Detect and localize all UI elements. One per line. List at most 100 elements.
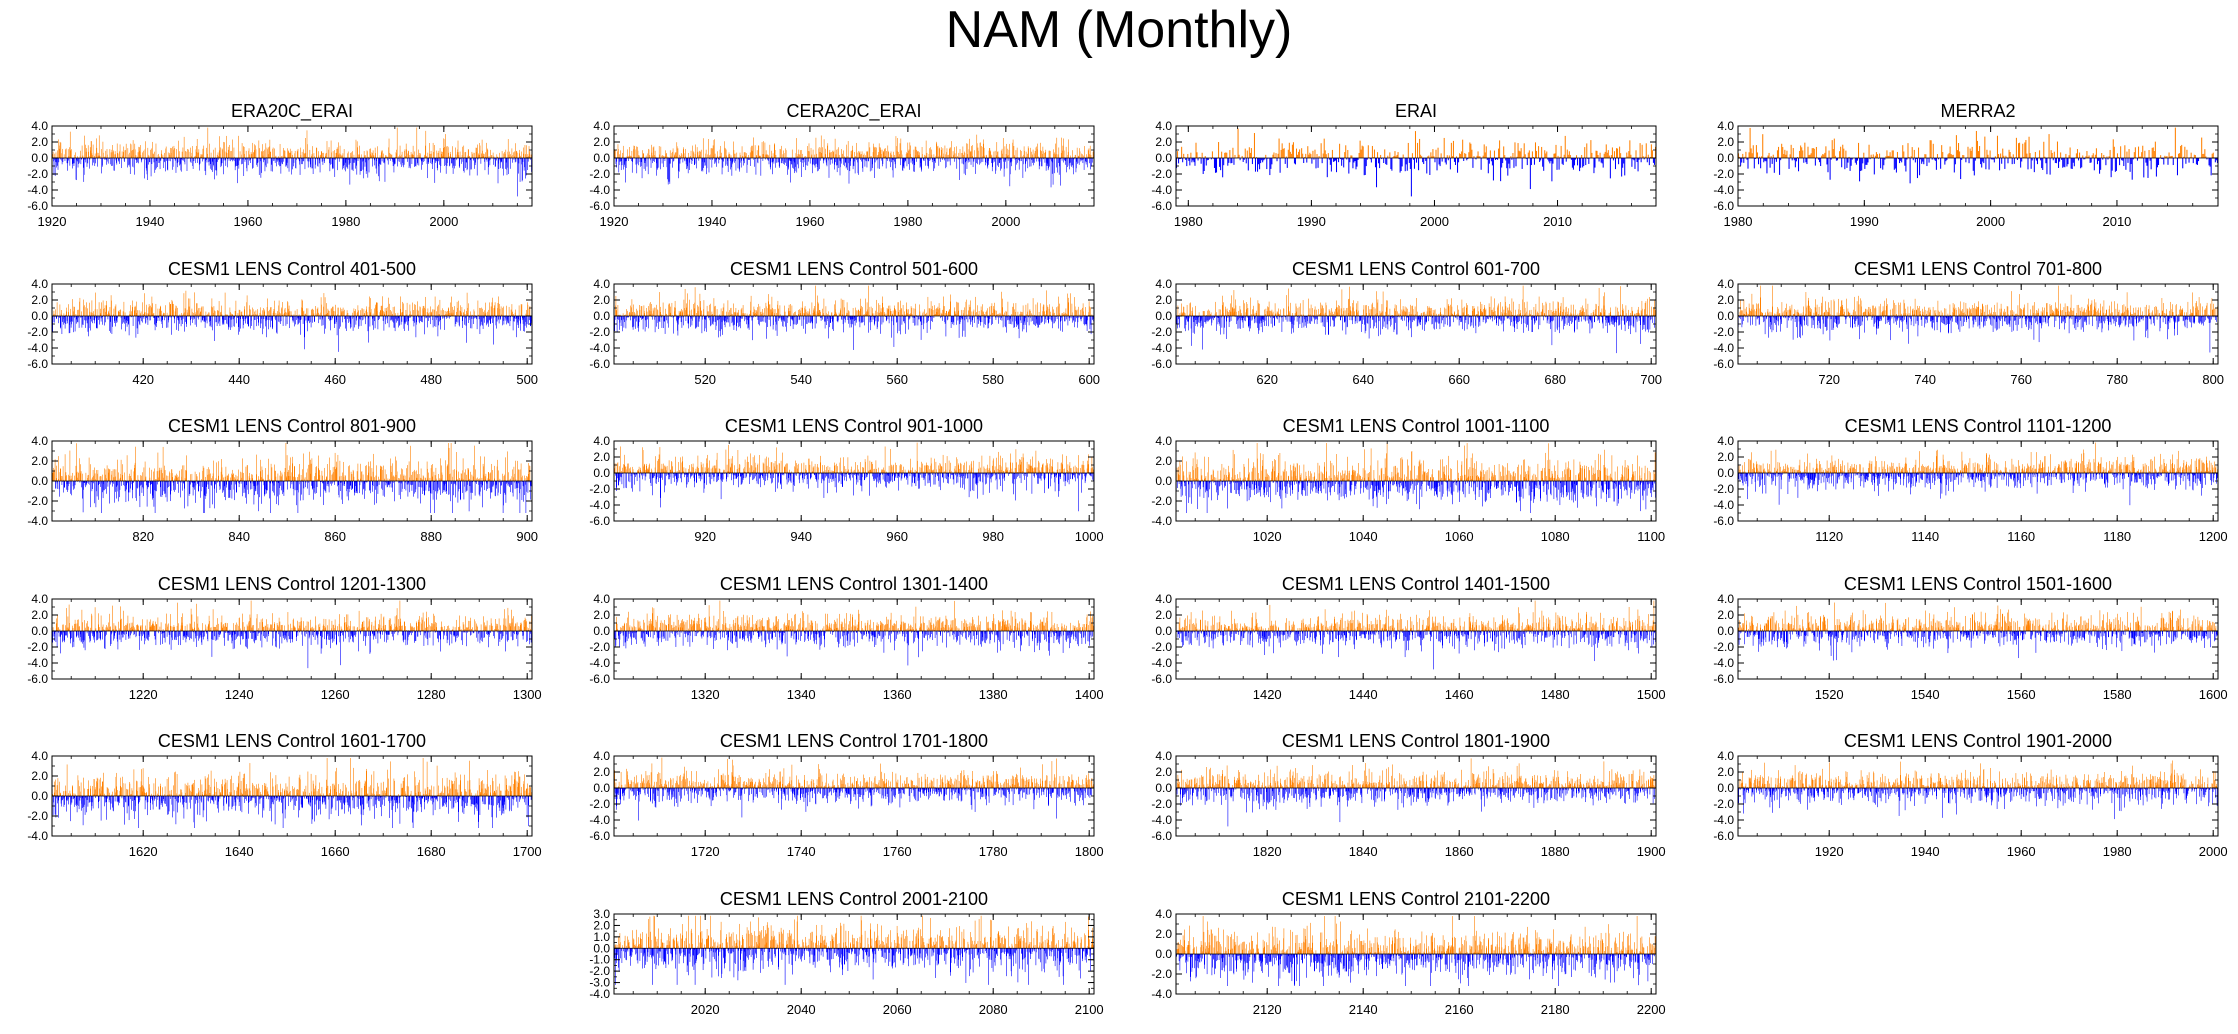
bar-negative <box>523 158 524 162</box>
bar-positive <box>681 153 682 158</box>
panel-title: CERA20C_ERAI <box>786 101 921 122</box>
bar-negative <box>92 158 93 165</box>
bar-negative <box>369 158 370 172</box>
bar-negative <box>660 158 661 169</box>
bar-negative <box>1488 158 1489 173</box>
bar-negative <box>2073 158 2074 163</box>
bar-negative <box>407 158 408 162</box>
bar-positive <box>528 305 529 316</box>
bar-positive <box>1478 151 1479 158</box>
bar-negative <box>1067 158 1068 167</box>
bar-positive <box>434 145 435 158</box>
bar-positive <box>638 151 639 158</box>
bar-negative <box>472 316 473 328</box>
bar-negative <box>625 158 626 182</box>
bar-positive <box>75 152 76 158</box>
bar-negative <box>159 316 160 321</box>
bar-negative <box>1060 158 1061 186</box>
bar-negative <box>488 316 489 323</box>
bar-negative <box>2151 158 2152 169</box>
bar-negative <box>916 158 917 162</box>
bar-negative <box>836 158 837 165</box>
bar-positive <box>2060 152 2061 158</box>
bar-negative <box>211 158 212 170</box>
bar-positive <box>1328 153 1329 158</box>
bar-positive <box>112 145 113 158</box>
bar-negative <box>2063 158 2064 167</box>
bar-negative <box>994 158 995 162</box>
bar-negative <box>1092 158 1093 163</box>
bar-positive <box>635 149 636 158</box>
bar-positive <box>1359 153 1360 158</box>
bar-negative <box>264 316 265 319</box>
bar-negative <box>169 158 170 161</box>
bar-negative <box>114 316 115 323</box>
bar-positive <box>1232 148 1233 158</box>
bar-positive <box>90 312 91 316</box>
bar-positive <box>101 149 102 158</box>
bar-negative <box>911 158 912 163</box>
bar-positive <box>464 309 465 316</box>
bar-positive <box>113 151 114 158</box>
bar-negative <box>202 158 203 161</box>
bar-negative <box>213 158 214 165</box>
bar-negative <box>520 316 521 324</box>
bar-positive <box>434 310 435 316</box>
bar-positive <box>670 150 671 158</box>
y-tick-label: 0.0 <box>1717 151 1734 165</box>
bar-negative <box>1830 158 1831 180</box>
bar-negative <box>384 316 385 331</box>
bar-positive <box>2093 153 2094 158</box>
x-tick-label: 1980 <box>331 214 360 229</box>
bar-negative <box>1383 158 1384 163</box>
bar-negative <box>440 316 441 320</box>
bar-negative <box>1364 158 1365 175</box>
bar-positive <box>135 149 136 158</box>
bar-negative <box>725 158 726 166</box>
bar-negative <box>137 158 138 162</box>
bar-negative <box>2064 158 2065 167</box>
bar-negative <box>259 158 260 175</box>
bar-negative <box>93 316 94 320</box>
bar-positive <box>1072 150 1073 158</box>
bar-negative <box>772 158 773 174</box>
bar-negative <box>2130 158 2131 172</box>
bar-positive <box>831 152 832 158</box>
bar-positive <box>2142 146 2143 158</box>
bar-positive <box>203 146 204 158</box>
bar-positive <box>1302 154 1303 158</box>
bar-positive <box>168 152 169 158</box>
bar-positive <box>1524 143 1525 158</box>
bar-positive <box>1879 154 1880 158</box>
bar-positive <box>2096 148 2097 158</box>
bar-negative <box>834 158 835 165</box>
bar-positive <box>355 309 356 316</box>
bar-negative <box>138 316 139 321</box>
bar-positive <box>147 313 148 316</box>
bar-negative <box>1921 158 1922 164</box>
bar-negative <box>1859 158 1860 181</box>
bar-positive <box>1293 142 1294 158</box>
bar-negative <box>1303 158 1304 163</box>
bar-negative <box>1189 158 1190 165</box>
bar-positive <box>1321 143 1322 158</box>
bar-negative <box>459 316 460 326</box>
bar-negative <box>1806 158 1807 164</box>
bar-negative <box>121 158 122 168</box>
bar-positive <box>1949 153 1950 158</box>
bar-positive <box>1032 155 1033 158</box>
bar-positive <box>271 307 272 316</box>
bar-positive <box>92 313 93 316</box>
y-tick-label: -6.0 <box>589 199 610 213</box>
bar-positive <box>1089 148 1090 158</box>
bar-negative <box>1025 158 1026 164</box>
bar-negative <box>1960 158 1961 179</box>
bar-positive <box>2025 140 2026 158</box>
bar-negative <box>1789 158 1790 169</box>
bar-negative <box>1186 158 1187 166</box>
bar-positive <box>356 140 357 158</box>
bar-negative <box>96 316 97 328</box>
bar-positive <box>78 310 79 316</box>
bar-positive <box>499 153 500 158</box>
bar-negative <box>225 316 226 320</box>
